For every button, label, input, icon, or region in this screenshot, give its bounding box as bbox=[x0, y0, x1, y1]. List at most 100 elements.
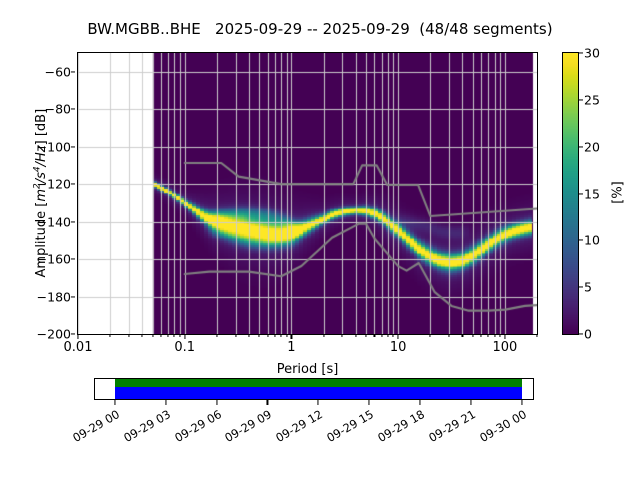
y-axis-tick-mark bbox=[71, 221, 75, 223]
colorbar-label: [%] bbox=[610, 180, 626, 204]
x-axis-minor-tick bbox=[267, 335, 269, 338]
coverage-tick-mark bbox=[165, 400, 167, 405]
x-axis-minor-tick bbox=[536, 335, 538, 338]
x-axis-minor-tick bbox=[373, 335, 376, 338]
x-axis-label: Period [s] bbox=[276, 362, 339, 377]
coverage-tick-label: 09-30 00 bbox=[477, 407, 530, 445]
x-axis-major-tick bbox=[184, 335, 186, 339]
x-axis-minor-tick bbox=[141, 335, 143, 338]
y-axis-tick-label: −140 bbox=[36, 214, 71, 230]
coverage-tick-mark bbox=[470, 400, 472, 405]
x-axis-minor-tick bbox=[286, 335, 288, 338]
y-axis-tick-mark bbox=[71, 258, 75, 260]
x-axis-tick-label: 1 bbox=[287, 340, 296, 355]
coverage-tick-mark bbox=[419, 400, 421, 405]
colorbar-tick-mark bbox=[579, 99, 583, 101]
x-axis-minor-tick bbox=[392, 335, 394, 338]
colorbar-tick-mark bbox=[579, 333, 583, 335]
x-axis-minor-tick bbox=[280, 335, 282, 338]
x-axis-minor-tick bbox=[341, 335, 343, 338]
colorbar-tick-mark bbox=[579, 52, 583, 54]
x-axis-minor-tick bbox=[355, 335, 357, 338]
y-axis-tick-label: −160 bbox=[36, 251, 71, 267]
x-axis-minor-tick bbox=[248, 335, 250, 338]
y-axis-tick-label: −180 bbox=[36, 289, 71, 305]
x-axis-minor-tick bbox=[216, 335, 218, 338]
y-axis-tick-mark bbox=[71, 146, 75, 148]
colorbar-tick-mark bbox=[579, 239, 583, 241]
colorbar-tick-label: 20 bbox=[584, 139, 600, 155]
x-axis-minor-tick bbox=[274, 335, 276, 338]
coverage-tick-label: 09-29 18 bbox=[375, 407, 428, 445]
x-axis-tick-label: 0.1 bbox=[174, 340, 196, 355]
time-coverage-bar bbox=[94, 378, 534, 400]
coverage-tick-label: 09-29 15 bbox=[324, 407, 377, 445]
x-axis-minor-tick bbox=[152, 335, 154, 338]
x-axis-minor-tick bbox=[235, 335, 237, 338]
x-axis-minor-tick bbox=[365, 335, 367, 338]
x-axis-minor-tick bbox=[461, 335, 463, 338]
y-axis-tick-label: −60 bbox=[44, 64, 71, 80]
x-axis-minor-tick bbox=[472, 335, 474, 338]
y-axis-tick-mark bbox=[71, 71, 75, 73]
coverage-tick-label: 09-29 06 bbox=[171, 407, 224, 445]
coverage-segment-blue bbox=[114, 387, 523, 399]
x-axis-minor-tick bbox=[493, 335, 496, 338]
coverage-tick-mark bbox=[266, 400, 268, 405]
x-axis-minor-tick bbox=[381, 335, 383, 338]
page-title: BW.MGBB..BHE 2025-09-29 -- 2025-09-29 (4… bbox=[87, 20, 553, 38]
y-axis-tick-label: −200 bbox=[36, 326, 71, 342]
colorbar-tick-label: 15 bbox=[584, 186, 600, 201]
ppsd-plot-axes bbox=[77, 52, 538, 335]
x-axis-major-tick bbox=[504, 335, 506, 339]
colorbar-tick-label: 5 bbox=[584, 279, 592, 295]
x-axis-minor-tick bbox=[323, 335, 325, 338]
colorbar-tick-label: 25 bbox=[584, 92, 600, 108]
x-axis-minor-tick bbox=[258, 335, 260, 338]
coverage-segment-green bbox=[114, 379, 523, 388]
x-axis-minor-tick bbox=[487, 335, 489, 338]
x-axis-major-tick bbox=[77, 335, 79, 339]
y-axis-tick-label: −80 bbox=[44, 101, 71, 117]
x-axis-tick-label: 10 bbox=[389, 340, 407, 355]
x-axis-major-tick bbox=[397, 335, 399, 339]
x-axis-major-tick bbox=[290, 335, 292, 339]
y-axis-tick-mark bbox=[71, 295, 75, 298]
x-axis-minor-tick bbox=[128, 335, 130, 338]
colorbar-tick-label: 30 bbox=[584, 45, 600, 61]
colorbar-tick-label: 0 bbox=[584, 326, 592, 342]
y-axis-tick-mark bbox=[71, 183, 75, 185]
coverage-tick-mark bbox=[368, 400, 370, 405]
colorbar bbox=[562, 52, 579, 335]
x-axis-minor-tick bbox=[179, 335, 181, 338]
colorbar-tick-mark bbox=[579, 192, 583, 195]
x-axis-tick-label: 0.01 bbox=[63, 340, 93, 355]
x-axis-minor-tick bbox=[109, 335, 111, 338]
x-axis-minor-tick bbox=[429, 335, 431, 338]
x-axis-minor-tick bbox=[167, 335, 169, 338]
x-axis-minor-tick bbox=[160, 335, 162, 338]
noise-model-curves bbox=[78, 53, 537, 334]
coverage-tick-mark bbox=[521, 400, 523, 405]
coverage-tick-mark bbox=[114, 400, 116, 405]
x-axis-minor-tick bbox=[448, 335, 450, 338]
y-axis-tick-label: −100 bbox=[36, 139, 71, 155]
colorbar-tick-mark bbox=[579, 146, 583, 148]
colorbar-gradient bbox=[563, 53, 578, 334]
y-axis-tick-mark bbox=[71, 333, 75, 335]
coverage-tick-mark bbox=[215, 400, 218, 405]
coverage-tick-mark bbox=[317, 400, 319, 405]
y-axis-tick-mark bbox=[71, 108, 75, 110]
coverage-tick-label: 09-29 09 bbox=[222, 407, 275, 445]
x-axis-minor-tick bbox=[480, 335, 482, 338]
coverage-tick-label: 09-29 21 bbox=[426, 407, 479, 445]
colorbar-tick-label: 10 bbox=[584, 232, 600, 248]
x-axis-minor-tick bbox=[499, 335, 501, 338]
coverage-tick-label: 09-29 03 bbox=[120, 407, 173, 445]
x-axis-minor-tick bbox=[387, 335, 389, 338]
colorbar-tick-mark bbox=[579, 286, 583, 288]
y-axis-tick-label: −120 bbox=[36, 176, 71, 192]
coverage-tick-label: 09-29 12 bbox=[273, 407, 326, 445]
x-axis-minor-tick bbox=[173, 335, 175, 338]
